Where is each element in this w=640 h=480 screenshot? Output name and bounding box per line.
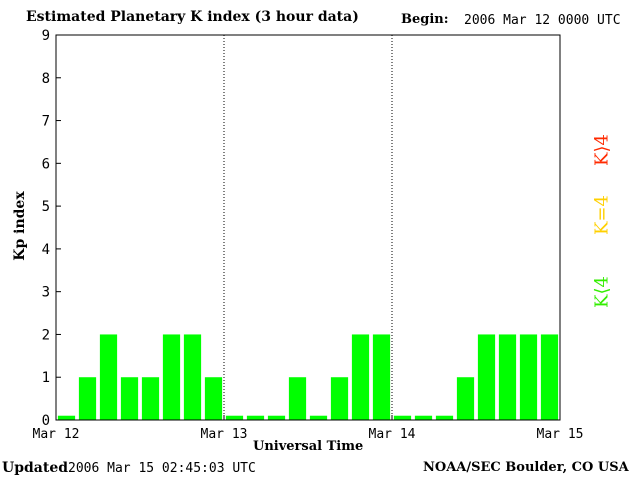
y-tick-label: 9 <box>42 28 50 44</box>
y-tick-label: 2 <box>42 327 50 343</box>
y-tick-label: 6 <box>42 156 50 172</box>
kp-bar <box>99 334 118 420</box>
y-axis-label: Kp index <box>12 191 28 261</box>
x-tick-label: Mar 13 <box>201 427 248 442</box>
begin-label: Begin: <box>401 12 449 27</box>
legend-k-greater-4: K⟩4 <box>591 134 613 166</box>
legend-k-equal-4: K=4 <box>591 195 613 235</box>
kp-bar <box>456 377 475 420</box>
plot-frame <box>55 34 561 421</box>
credit-text: NOAA/SEC Boulder, CO USA <box>423 460 629 475</box>
kp-bar <box>351 334 370 420</box>
kp-bar <box>120 377 139 420</box>
kp-bar <box>78 377 97 420</box>
y-tick-label: 7 <box>42 114 50 130</box>
updated-value: 2006 Mar 15 02:45:03 UTC <box>68 461 256 476</box>
x-tick-label: Mar 15 <box>537 427 584 442</box>
kp-bar <box>519 334 538 420</box>
kp-bar <box>330 377 349 420</box>
x-axis-label: Universal Time <box>253 439 364 454</box>
kp-bar <box>540 334 559 420</box>
kp-bar <box>267 415 286 420</box>
kp-bar <box>225 415 244 420</box>
updated-label: Updated <box>2 460 69 476</box>
y-tick-label: 4 <box>42 242 50 258</box>
begin-value: 2006 Mar 12 0000 UTC <box>464 13 621 28</box>
kp-bar <box>204 377 223 420</box>
chart-title: Estimated Planetary K index (3 hour data… <box>26 9 359 25</box>
legend-k-less-4: K⟨4 <box>591 276 613 308</box>
kp-bar <box>288 377 307 420</box>
x-tick-label: Mar 12 <box>33 427 80 442</box>
kp-bar <box>57 415 76 420</box>
kp-bar <box>393 415 412 420</box>
y-tick-label: 3 <box>42 285 50 301</box>
kp-bar <box>477 334 496 420</box>
x-tick-label: Mar 14 <box>369 427 416 442</box>
kp-bar <box>141 377 160 420</box>
kp-bar <box>498 334 517 420</box>
kp-bar <box>246 415 265 420</box>
kp-bar <box>372 334 391 420</box>
kp-bar <box>414 415 433 420</box>
kp-bar <box>309 415 328 420</box>
kp-bar <box>183 334 202 420</box>
y-tick-label: 0 <box>42 413 50 429</box>
y-tick-label: 8 <box>42 71 50 87</box>
kp-bar <box>435 415 454 420</box>
y-tick-label: 5 <box>42 199 50 215</box>
y-tick-label: 1 <box>42 370 50 386</box>
kp-bar <box>162 334 181 420</box>
